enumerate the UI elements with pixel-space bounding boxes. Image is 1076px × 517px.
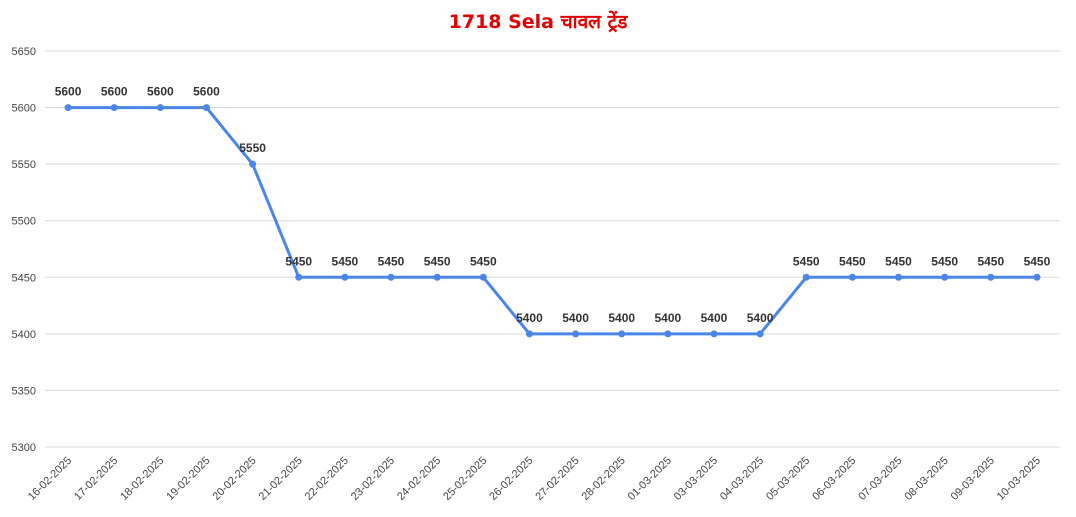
x-tick-label: 04-03-2025 bbox=[718, 455, 766, 503]
x-tick-label: 27-02-2025 bbox=[533, 455, 581, 503]
data-label: 5450 bbox=[378, 254, 405, 268]
x-tick-label: 21-02-2025 bbox=[257, 455, 305, 503]
x-tick-label: 22-02-2025 bbox=[303, 455, 351, 503]
x-tick-label: 07-03-2025 bbox=[856, 455, 904, 503]
x-tick-label: 01-03-2025 bbox=[626, 455, 674, 503]
x-tick-label: 16-02-2025 bbox=[26, 455, 74, 503]
x-tick-label: 23-02-2025 bbox=[349, 455, 397, 503]
data-label: 5550 bbox=[239, 141, 266, 155]
data-label: 5450 bbox=[470, 254, 497, 268]
point bbox=[64, 104, 72, 112]
y-tick-label: 5450 bbox=[12, 272, 36, 284]
point bbox=[756, 330, 764, 338]
data-label: 5450 bbox=[285, 254, 312, 268]
line bbox=[68, 106, 1037, 336]
point bbox=[710, 330, 718, 338]
y-tick-label: 5500 bbox=[12, 216, 36, 228]
x-tick-label: 25-02-2025 bbox=[441, 455, 489, 503]
point bbox=[525, 330, 533, 338]
y-tick-label: 5300 bbox=[12, 442, 36, 454]
point bbox=[249, 160, 257, 168]
x-tick-label: 24-02-2025 bbox=[395, 455, 443, 503]
data-label: 5400 bbox=[701, 311, 728, 325]
point bbox=[848, 273, 856, 281]
data-label: 5400 bbox=[747, 311, 774, 325]
data-label: 5450 bbox=[931, 254, 958, 268]
y-tick-label: 5650 bbox=[12, 46, 36, 58]
x-tick-label: 20-02-2025 bbox=[210, 455, 258, 503]
data-label: 5400 bbox=[562, 311, 589, 325]
data-label: 5600 bbox=[101, 85, 128, 99]
x-tick-label: 28-02-2025 bbox=[580, 455, 628, 503]
x-tick-label: 09-03-2025 bbox=[949, 455, 997, 503]
x-tick-label: 06-03-2025 bbox=[810, 455, 858, 503]
y-tick-label: 5600 bbox=[12, 103, 36, 115]
point bbox=[110, 104, 118, 112]
point bbox=[987, 273, 995, 281]
point bbox=[1033, 273, 1041, 281]
point bbox=[572, 330, 580, 338]
data-label: 5450 bbox=[839, 254, 866, 268]
y-tick-label: 5550 bbox=[12, 159, 36, 171]
x-tick-label: 18-02-2025 bbox=[118, 455, 166, 503]
point bbox=[802, 273, 810, 281]
data-label: 5400 bbox=[654, 311, 681, 325]
data-label: 5450 bbox=[793, 254, 820, 268]
point bbox=[202, 104, 210, 112]
data-label: 5450 bbox=[885, 254, 912, 268]
point bbox=[895, 273, 903, 281]
point bbox=[387, 273, 395, 281]
point bbox=[664, 330, 672, 338]
x-tick-label: 19-02-2025 bbox=[164, 455, 212, 503]
x-tick-label: 08-03-2025 bbox=[902, 455, 950, 503]
data-label: 5450 bbox=[1024, 254, 1051, 268]
x-tick-label: 26-02-2025 bbox=[487, 455, 535, 503]
data-label: 5600 bbox=[55, 85, 82, 99]
data-label: 5450 bbox=[977, 254, 1004, 268]
data-label: 5600 bbox=[147, 85, 174, 99]
y-tick-label: 5400 bbox=[12, 329, 36, 341]
point bbox=[941, 273, 949, 281]
data-label: 5400 bbox=[516, 311, 543, 325]
point bbox=[433, 273, 441, 281]
data-label: 5600 bbox=[193, 85, 220, 99]
point bbox=[618, 330, 626, 338]
x-tick-label: 05-03-2025 bbox=[764, 455, 812, 503]
x-tick-label: 10-03-2025 bbox=[995, 455, 1043, 503]
data-label: 5450 bbox=[332, 254, 359, 268]
point bbox=[156, 104, 164, 112]
point bbox=[341, 273, 349, 281]
point bbox=[479, 273, 487, 281]
x-tick-label: 03-03-2025 bbox=[672, 455, 720, 503]
chart-title: 1718 Sela चावल ट्रेंड bbox=[449, 10, 629, 33]
data-label: 5400 bbox=[608, 311, 635, 325]
data-label: 5450 bbox=[424, 254, 451, 268]
point bbox=[295, 273, 303, 281]
x-tick-label: 17-02-2025 bbox=[72, 455, 120, 503]
y-tick-label: 5350 bbox=[12, 385, 36, 397]
